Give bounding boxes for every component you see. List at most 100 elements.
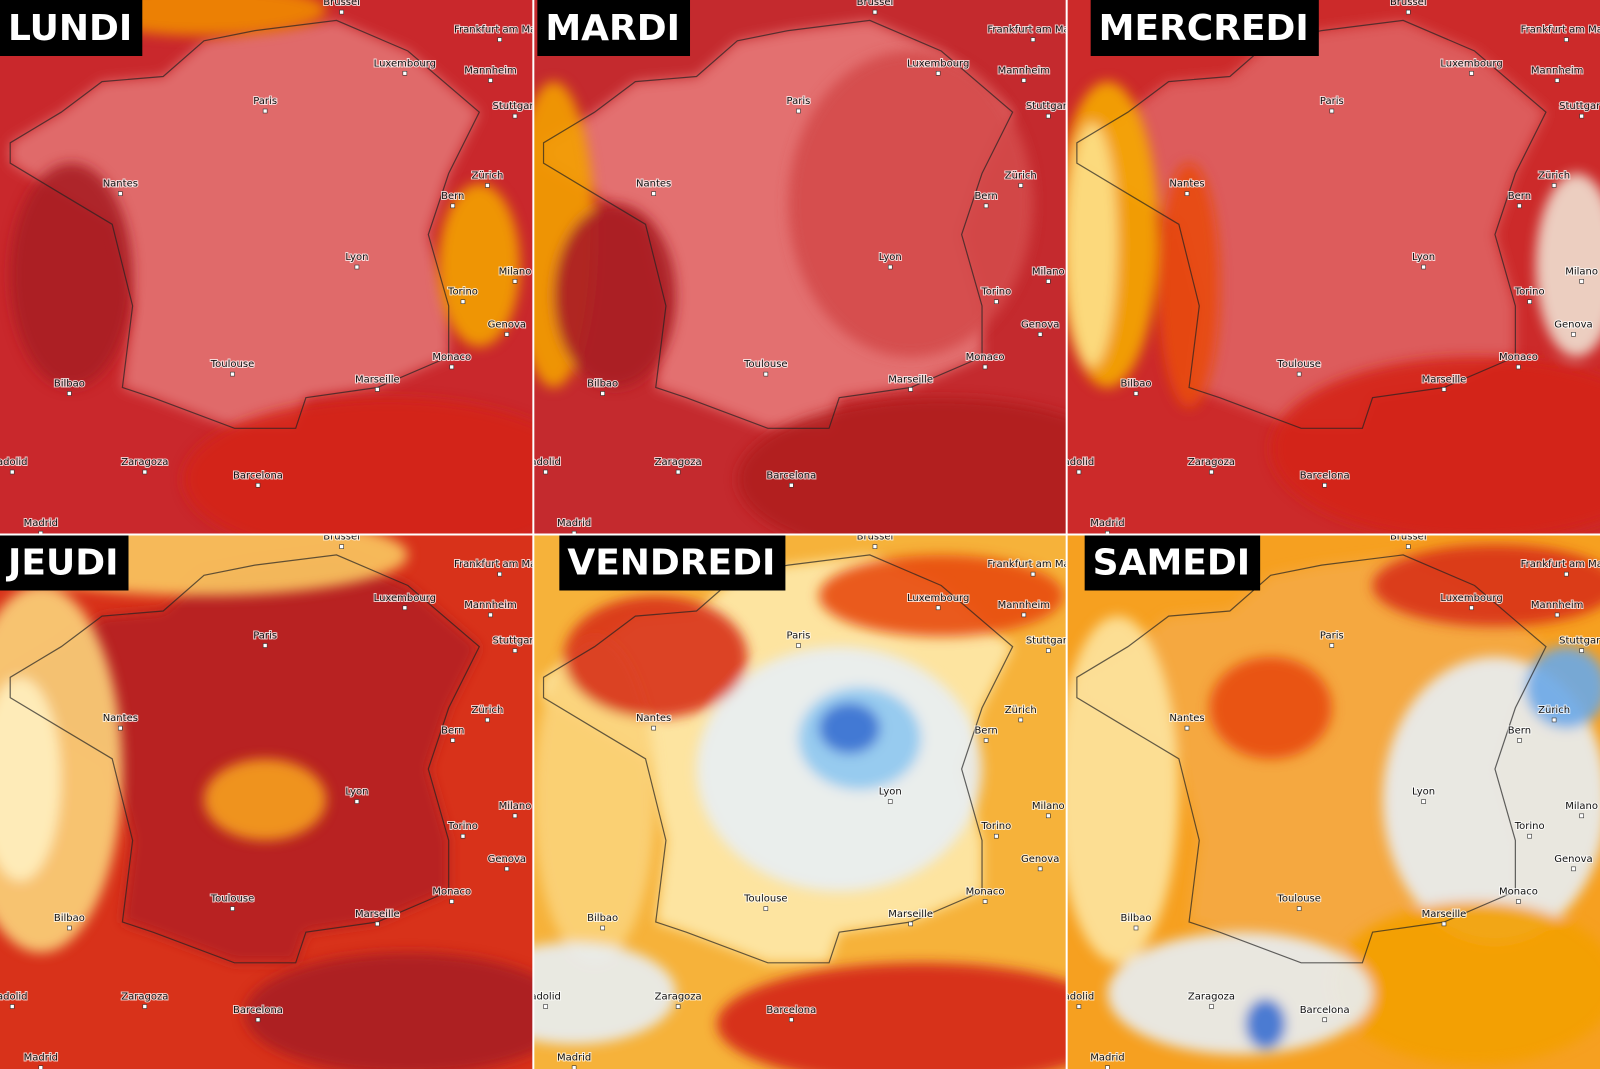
city-marker xyxy=(571,1065,577,1069)
city-marker xyxy=(1037,332,1043,337)
city-label: Milano xyxy=(1032,801,1065,812)
temperature-zone xyxy=(1066,616,1179,963)
city-label: adolid xyxy=(0,992,27,1003)
city-label: Genova xyxy=(488,319,526,330)
city-marker xyxy=(497,37,502,42)
city-label: Zaragoza xyxy=(1188,457,1235,468)
day-label: JEUDI xyxy=(5,543,119,584)
city-label: Bern xyxy=(1508,191,1531,202)
temperature-zone xyxy=(183,397,534,535)
city-marker xyxy=(38,1065,44,1069)
city-marker xyxy=(1329,108,1335,114)
city-label: Genova xyxy=(1021,854,1059,865)
city-marker xyxy=(1517,738,1522,743)
city-marker xyxy=(1209,469,1214,475)
city-label: adolid xyxy=(1064,457,1095,468)
city-marker xyxy=(1579,648,1584,653)
city-label: Zürich xyxy=(1538,170,1570,181)
city-label: Zaragoza xyxy=(121,457,168,468)
city-label: Stuttgart xyxy=(492,636,537,647)
city-label: Mannheim xyxy=(464,600,516,611)
city-label: Bilbao xyxy=(587,378,618,389)
city-label: Mannheim xyxy=(998,65,1050,76)
temperature-zone xyxy=(1066,122,1118,368)
city-label: Bilbao xyxy=(1121,913,1152,924)
city-marker xyxy=(1030,37,1036,42)
city-label: Frankfurt am Main xyxy=(987,559,1078,570)
temperature-zone xyxy=(563,595,748,719)
city-marker xyxy=(339,9,344,15)
temperature-zone xyxy=(1382,656,1600,943)
city-marker xyxy=(67,391,72,396)
city-label: Nantes xyxy=(1169,179,1204,190)
city-label: Barcelona xyxy=(766,470,816,481)
city-label: Monaco xyxy=(1499,352,1538,363)
city-marker xyxy=(1076,469,1082,475)
temperature-zone xyxy=(203,758,327,841)
city-marker xyxy=(1516,364,1521,370)
city-label: Lyon xyxy=(1412,787,1435,798)
city-label: Madrid xyxy=(557,1053,591,1064)
city-label: Bilbao xyxy=(54,913,85,924)
city-label: Luxembourg xyxy=(1440,593,1502,604)
city-marker xyxy=(1405,544,1411,549)
city-label: Marseille xyxy=(888,909,933,920)
city-label: Lyon xyxy=(345,252,368,263)
city-label: Madrid xyxy=(557,518,591,529)
city-label: Milano xyxy=(1565,266,1598,277)
city-marker xyxy=(789,1017,794,1023)
city-marker xyxy=(1579,113,1584,119)
city-label: Mannheim xyxy=(998,600,1050,611)
city-label: Paris xyxy=(253,96,277,107)
city-marker xyxy=(1517,203,1522,209)
city-label: Stuttgart xyxy=(1026,101,1071,112)
city-marker xyxy=(485,717,490,723)
map-panel: Brussel Luxembourg Frankfurt am Main Mannhe… xyxy=(1066,534,1600,1069)
day-label: MARDI xyxy=(545,8,680,49)
city-label: Bilbao xyxy=(587,913,618,924)
city-marker xyxy=(230,371,235,377)
city-marker xyxy=(488,612,493,618)
city-marker xyxy=(1184,191,1190,196)
city-marker xyxy=(402,70,408,76)
city-marker xyxy=(1554,612,1560,618)
city-label: Barcelona xyxy=(1300,470,1350,481)
city-label: Milano xyxy=(1565,801,1598,812)
temperature-zone xyxy=(818,554,1064,637)
day-label-box xyxy=(0,0,143,56)
city-marker xyxy=(983,738,989,743)
city-label: Zürich xyxy=(1005,170,1037,181)
city-marker xyxy=(504,866,510,872)
city-label: Frankfurt am Main xyxy=(987,25,1078,36)
city-marker xyxy=(1046,113,1051,119)
coastline xyxy=(9,19,481,429)
city-marker xyxy=(450,738,456,743)
day-label: SAMEDI xyxy=(1093,543,1250,584)
map-panel: Brussel Luxembourg Frankfurt am Main Mannhe… xyxy=(1064,0,1600,535)
city-marker xyxy=(375,387,380,392)
city-marker xyxy=(1030,571,1036,577)
city-label: Stuttgart xyxy=(1559,101,1600,112)
city-marker xyxy=(118,191,123,196)
city-label: Bilbao xyxy=(1121,378,1152,389)
city-marker xyxy=(1296,906,1302,911)
city-marker xyxy=(763,371,769,377)
city-label: Bern xyxy=(1508,725,1531,736)
temperature-zone xyxy=(10,163,133,388)
city-marker xyxy=(449,899,455,904)
city-marker xyxy=(1516,899,1521,904)
city-marker xyxy=(262,108,268,114)
city-marker xyxy=(339,544,344,549)
city-marker xyxy=(1329,643,1335,648)
city-label: Paris xyxy=(1320,631,1344,642)
city-label: Bern xyxy=(974,191,997,202)
city-marker xyxy=(354,264,360,270)
city-marker xyxy=(38,530,44,535)
city-marker xyxy=(600,925,605,931)
city-marker xyxy=(982,364,988,370)
city-marker xyxy=(1133,391,1139,396)
temperature-blobs xyxy=(1066,81,1600,535)
city-label: Lyon xyxy=(1412,252,1435,263)
city-label: Milano xyxy=(1032,266,1065,277)
